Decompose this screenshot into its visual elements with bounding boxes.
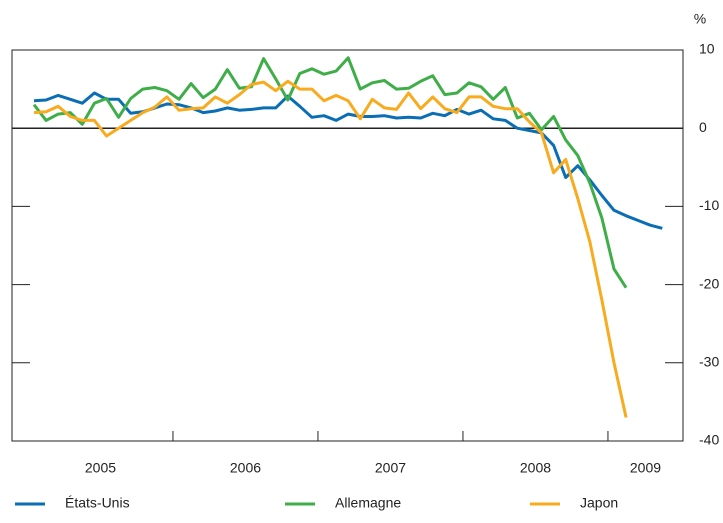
y-tick-label: -30 (699, 354, 719, 370)
line-series (33, 91, 663, 230)
line-series (33, 79, 628, 418)
x-tick-label: 2007 (375, 460, 406, 476)
legend-label: États-Unis (65, 495, 130, 511)
legend-label: Allemagne (335, 495, 401, 511)
y-tick-label: 10 (699, 41, 715, 57)
x-tick-label: 2008 (520, 460, 551, 476)
x-tick-label: 2005 (85, 460, 116, 476)
y-tick-label: -10 (699, 197, 719, 213)
y-tick-label: -40 (699, 432, 719, 448)
x-tick-label: 2006 (230, 460, 261, 476)
line-series (32, 56, 628, 289)
legend-label: Japon (580, 495, 618, 511)
y-unit: % (694, 11, 706, 27)
plot-frame (11, 49, 684, 442)
x-tick-label: 2009 (630, 460, 661, 476)
y-tick-label: -20 (699, 275, 719, 291)
y-tick-label: 0 (699, 119, 707, 135)
